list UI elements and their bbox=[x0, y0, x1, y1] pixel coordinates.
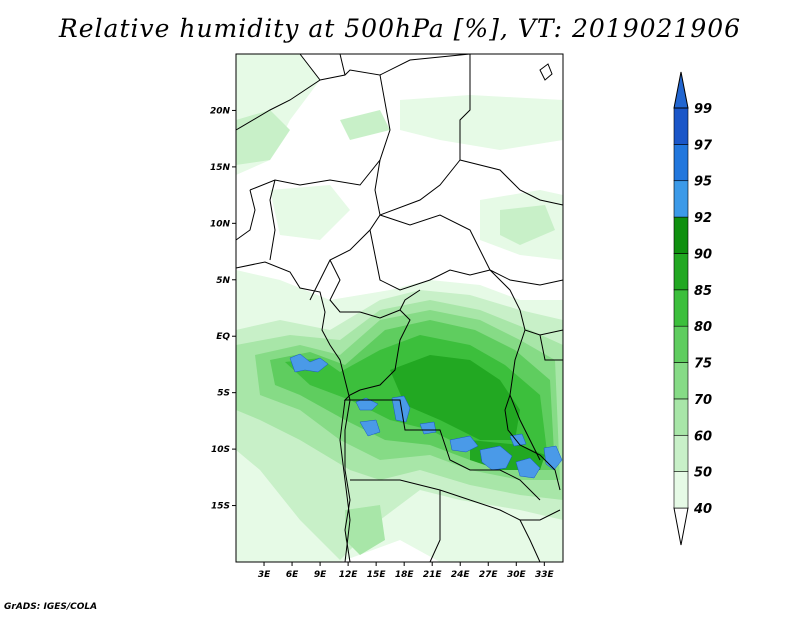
credit-label: GrADS: IGES/COLA bbox=[4, 602, 98, 612]
colorbar-swatch bbox=[673, 398, 689, 436]
humidity-field bbox=[236, 54, 563, 562]
colorbar-swatch bbox=[673, 144, 689, 182]
colorbar: 40 50 60 70 75 80 85 90 92 95 97 99 bbox=[673, 71, 713, 546]
colorbar-level-label: 60 bbox=[694, 429, 712, 444]
lon-tick-label: 12E bbox=[339, 570, 359, 580]
colorbar-level-label: 75 bbox=[694, 357, 712, 372]
rh-shade-60 bbox=[500, 205, 555, 245]
lon-tick-label: 33E bbox=[535, 570, 555, 580]
rh-shade-60 bbox=[340, 110, 390, 140]
lat-tick-label: EQ bbox=[216, 332, 230, 342]
rh-shade-90 bbox=[390, 355, 520, 440]
lon-tick-label: 3E bbox=[258, 570, 271, 580]
rh-shade-70 bbox=[345, 505, 385, 555]
rh-shade-95 bbox=[289, 353, 563, 479]
colorbar-lower-arrow bbox=[673, 507, 689, 546]
rh-shade-50 bbox=[270, 185, 350, 240]
colorbar-level-label: 40 bbox=[693, 502, 712, 517]
colorbar-swatch bbox=[673, 216, 689, 254]
lon-tick-label: 21E bbox=[423, 570, 443, 580]
lon-tick-label: 6E bbox=[286, 570, 299, 580]
longitude-axis: 3E 6E 9E 12E 15E 18E 21E 24E 27E 30E 33E bbox=[258, 562, 555, 580]
colorbar-upper-arrow bbox=[673, 71, 689, 109]
colorbar-level-label: 95 bbox=[694, 175, 712, 190]
colorbar-swatch bbox=[673, 180, 689, 218]
colorbar-level-label: 50 bbox=[694, 466, 712, 481]
lon-tick-label: 18E bbox=[395, 570, 415, 580]
lon-tick-label: 27E bbox=[479, 570, 499, 580]
colorbar-level-label: 85 bbox=[694, 284, 712, 299]
lon-tick-label: 15E bbox=[367, 570, 387, 580]
lat-tick-label: 20N bbox=[210, 106, 231, 116]
rh-shade-60 bbox=[236, 110, 290, 165]
lat-tick-label: 15S bbox=[211, 502, 230, 512]
colorbar-swatch bbox=[673, 325, 689, 363]
map-title: Relative humidity at 500hPa [%], VT: 201… bbox=[58, 14, 742, 43]
lat-tick-label: 10S bbox=[211, 445, 230, 455]
colorbar-swatch bbox=[673, 471, 689, 509]
lat-tick-label: 5N bbox=[216, 276, 230, 286]
colorbar-level-label: 70 bbox=[694, 393, 712, 408]
lon-tick-label: 30E bbox=[507, 570, 527, 580]
lat-tick-label: 15N bbox=[210, 163, 231, 173]
country-borders bbox=[235, 53, 564, 563]
colorbar-level-label: 97 bbox=[694, 138, 713, 153]
colorbar-level-label: 92 bbox=[694, 211, 712, 226]
colorbar-swatch bbox=[673, 434, 689, 472]
lat-tick-label: 5S bbox=[217, 389, 230, 399]
colorbar-level-label: 90 bbox=[694, 247, 712, 262]
colorbar-swatch bbox=[673, 289, 689, 327]
rh-shade-50 bbox=[400, 95, 563, 150]
coastline bbox=[235, 63, 561, 563]
colorbar-swatch bbox=[673, 253, 689, 291]
colorbar-level-label: 99 bbox=[694, 102, 712, 117]
map-frame bbox=[235, 53, 564, 563]
lon-tick-label: 24E bbox=[451, 570, 471, 580]
lon-tick-label: 9E bbox=[314, 570, 327, 580]
colorbar-level-label: 80 bbox=[694, 320, 712, 335]
latitude-axis: 20N 15N 10N 5N EQ 5S 10S 15S bbox=[210, 106, 236, 512]
colorbar-swatch bbox=[673, 107, 689, 145]
colorbar-swatch bbox=[673, 362, 689, 400]
lat-tick-label: 10N bbox=[210, 219, 231, 229]
